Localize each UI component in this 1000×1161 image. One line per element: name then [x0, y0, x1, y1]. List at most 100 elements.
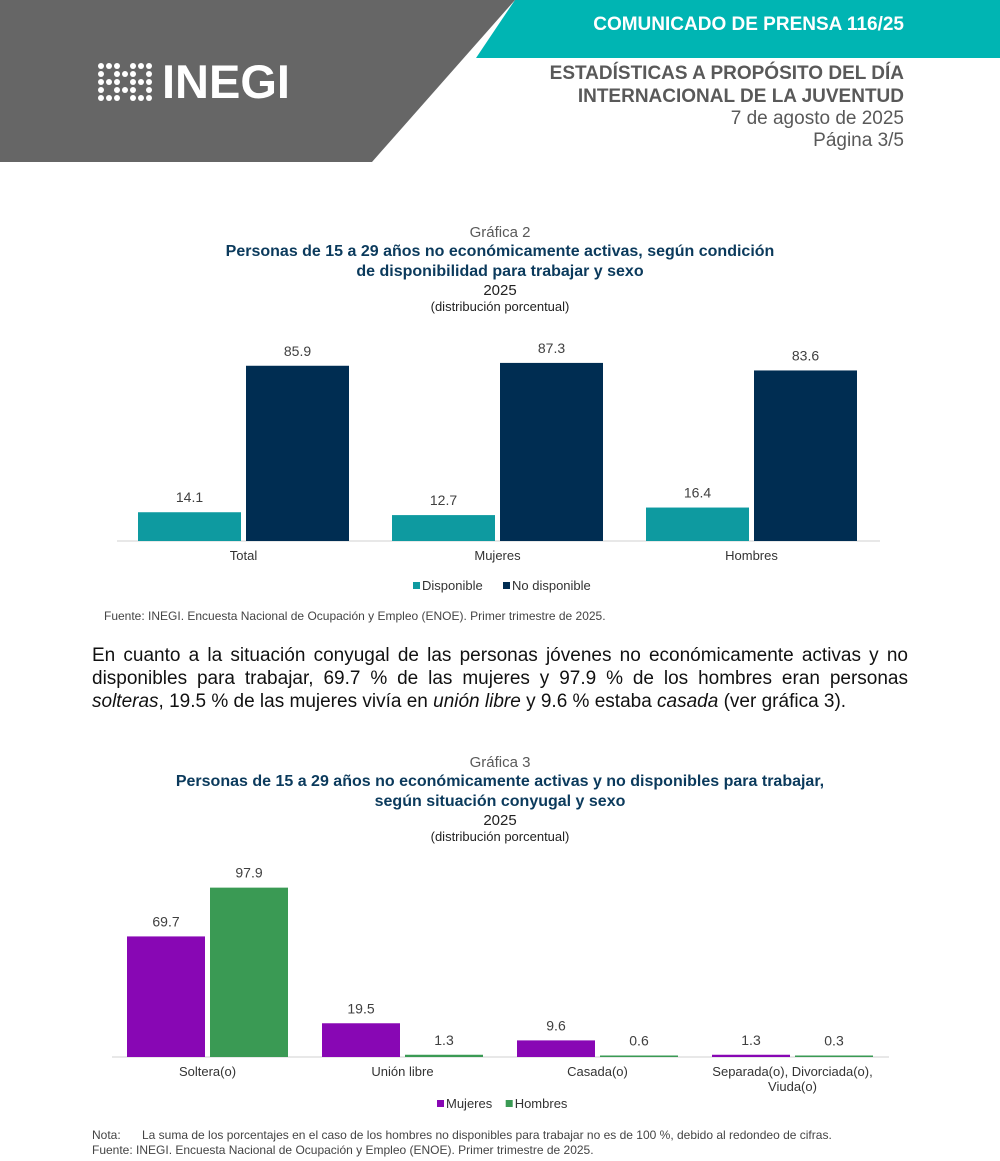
chart2-title-line1: Personas de 15 a 29 años no económicamen… [225, 243, 775, 260]
logo-dot [138, 78, 144, 85]
logo-dot [138, 62, 144, 69]
chart3-title-line1: Personas de 15 a 29 años no económicamen… [175, 773, 825, 790]
logo-dot [98, 86, 104, 93]
chart2-title-line2: de disponibilidad para trabajar y sexo [356, 263, 644, 280]
chart3-note-label: Nota: [92, 1128, 121, 1142]
legend-swatch [437, 1100, 444, 1107]
chart3-svg: 69.7 97.9 Soltera(o) 19.5 1.3 Unión libre 9.6 0… [112, 865, 889, 1111]
chart3-year: 2025 [483, 812, 517, 829]
header-info: ESTADÍSTICAS A PROPÓSITO DEL DÍA INTERNA… [550, 62, 904, 152]
logo-dot [98, 94, 104, 101]
legend-swatch [503, 582, 510, 589]
bar-hombres [210, 887, 288, 1057]
logo-dot [122, 79, 128, 85]
logo-dot [114, 78, 120, 85]
data-label: 97.9 [235, 865, 262, 881]
logo-dot [106, 78, 112, 85]
chart2-unit: (distribución porcentual) [430, 299, 570, 314]
data-label: 0.6 [629, 1033, 649, 1049]
data-label: 9.6 [546, 1017, 566, 1033]
chart2-number: Gráfica 2 [469, 224, 531, 241]
bar-hombres [405, 1054, 483, 1057]
logo-dot [130, 78, 136, 85]
logo-dot [130, 62, 136, 69]
bar-disponible [138, 512, 241, 541]
bar-disponible [392, 515, 495, 541]
para-italic-union-libre: unión libre [433, 691, 521, 712]
body-paragraph: En cuanto a la situación conyugal de las… [92, 644, 908, 713]
chart2-svg: 14.1 85.9 Total 12.7 87.3 Mujeres 16.4 83.6 Homb… [117, 340, 880, 593]
chart3-title-line2: según situación conyugal y sexo [374, 793, 626, 810]
logo-dot [98, 70, 104, 77]
bar-hombres [795, 1055, 873, 1057]
logo-dot [106, 71, 112, 77]
chart3-number: Gráfica 3 [469, 754, 531, 771]
category-label: Viuda(o) [768, 1079, 817, 1094]
header-page-number: Página 3/5 [813, 130, 904, 151]
header-date: 7 de agosto de 2025 [730, 108, 904, 129]
chart3-source: Fuente: INEGI. Encuesta Nacional de Ocup… [92, 1143, 594, 1157]
data-label: 87.3 [538, 340, 565, 356]
bar-hombres [600, 1055, 678, 1057]
logo-dot [130, 94, 136, 101]
logo-dots-icon [98, 62, 152, 101]
legend-label: Disponible [422, 578, 483, 593]
data-label: 12.7 [430, 492, 457, 508]
inegi-logo: INEGI [98, 58, 290, 105]
logo-dot [98, 78, 104, 85]
bar-mujeres [712, 1054, 790, 1057]
data-label: 0.3 [824, 1033, 844, 1049]
logo-dot [122, 63, 128, 69]
category-label: Hombres [725, 548, 778, 563]
logo-dot [122, 95, 128, 101]
logo-dot [114, 62, 120, 69]
legend-label: Mujeres [446, 1096, 493, 1111]
logo-dot [122, 86, 128, 93]
legend-label: Hombres [515, 1096, 568, 1111]
logo-dot [138, 87, 144, 93]
press-release-label: COMUNICADO DE PRENSA 116/25 [593, 14, 904, 35]
category-label: Separada(o), Divorciada(o), [712, 1064, 872, 1079]
para-italic-casada: casada [657, 691, 719, 712]
category-label: Soltera(o) [179, 1064, 236, 1079]
legend-swatch [413, 582, 420, 589]
data-label: 69.7 [152, 913, 179, 929]
data-label: 19.5 [347, 1000, 374, 1016]
logo-dot [106, 94, 112, 101]
bar-no-disponible [246, 365, 349, 541]
logo-dot [122, 70, 128, 77]
chart3-note-text: La suma de los porcentajes en el caso de… [142, 1128, 832, 1142]
logo-dot [138, 71, 144, 77]
data-label: 85.9 [284, 343, 311, 359]
logo-dot [98, 62, 104, 69]
data-label: 1.3 [434, 1032, 454, 1048]
logo-dot [146, 62, 152, 69]
para-text-4: (ver gráfica 3). [718, 691, 847, 712]
bar-mujeres [127, 936, 205, 1057]
logo-dot [114, 94, 120, 101]
category-label: Total [230, 548, 258, 563]
bar-mujeres [322, 1023, 400, 1057]
bar-no-disponible [754, 370, 857, 541]
logo-dot [146, 70, 152, 77]
logo-dot [146, 94, 152, 101]
data-label: 83.6 [792, 347, 819, 363]
chart3-heading: Gráfica 3 Personas de 15 a 29 años no ec… [0, 754, 1000, 845]
data-label: 16.4 [684, 485, 711, 501]
bar-no-disponible [500, 362, 603, 541]
para-text-2: , 19.5 % de las mujeres vivía en [158, 691, 434, 712]
header-gray-band [0, 0, 515, 162]
logo-text: INEGI [162, 55, 290, 108]
legend-label: No disponible [512, 578, 591, 593]
logo-dot [130, 86, 136, 93]
logo-dot [146, 86, 152, 93]
para-italic-solteras: solteras [92, 691, 159, 712]
chart3-unit: (distribución porcentual) [430, 829, 570, 844]
logo-dot [114, 86, 120, 93]
logo-dot [106, 87, 112, 93]
logo-dot [106, 62, 112, 69]
logo-dot [130, 70, 136, 77]
para-text-3: y 9.6 % estaba [520, 691, 658, 712]
bar-disponible [646, 507, 749, 541]
header-banner [0, 0, 1000, 162]
